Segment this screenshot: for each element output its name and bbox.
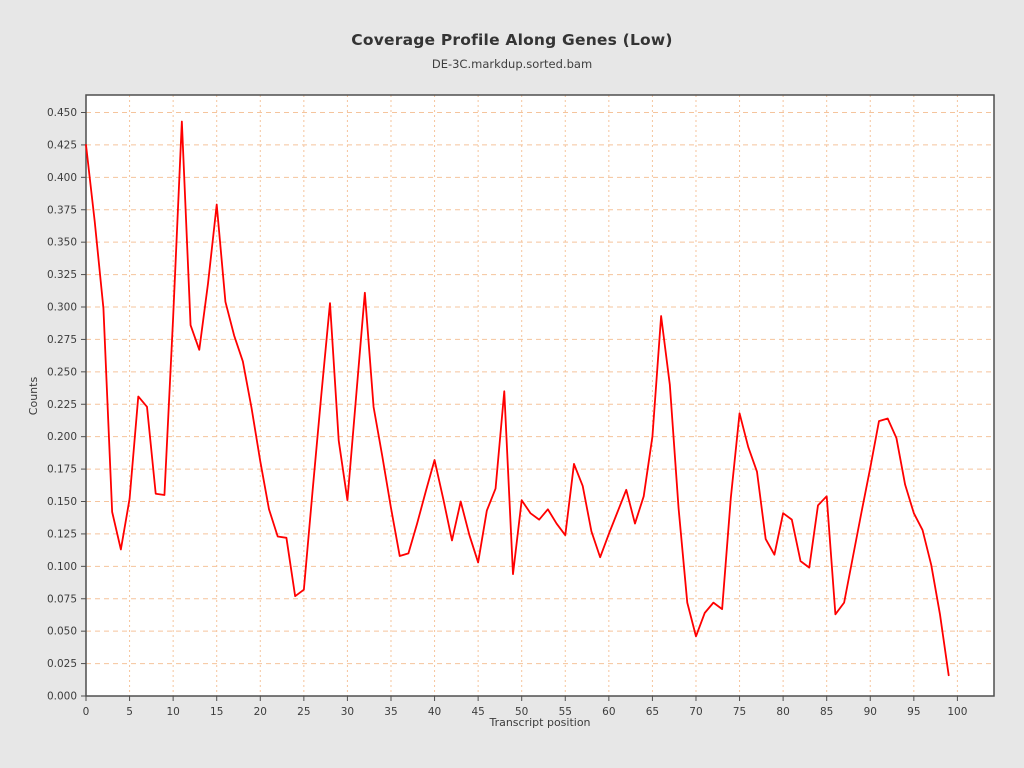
plot-border	[85, 94, 995, 697]
x-tick-label: 15	[210, 706, 223, 718]
x-tick-label: 50	[515, 706, 528, 718]
x-tick-label: 45	[471, 706, 484, 718]
x-tick-label: 100	[947, 706, 967, 718]
chart-subtitle: DE-3C.markdup.sorted.bam	[431, 57, 593, 71]
y-tick-label: 0.250	[47, 366, 77, 378]
y-tick-label: 0.125	[47, 528, 77, 540]
x-tick-label: 75	[733, 706, 746, 718]
y-tick-label: 0.450	[47, 107, 77, 119]
x-tick-label: 25	[297, 706, 310, 718]
x-tick-label: 10	[166, 706, 179, 718]
x-tick-label: 55	[559, 706, 572, 718]
plot-background	[86, 95, 994, 696]
x-tick-label: 95	[907, 706, 920, 718]
x-tick-label: 5	[126, 706, 133, 718]
y-tick-label: 0.400	[47, 172, 77, 184]
y-tick-label: 0.225	[47, 399, 77, 411]
y-tick-label: 0.075	[47, 593, 77, 605]
x-tick-label: 65	[646, 706, 659, 718]
y-tick-label: 0.350	[47, 237, 77, 249]
x-tick-label: 20	[254, 706, 267, 718]
y-tick-label: 0.100	[47, 561, 77, 573]
y-tick-label: 0.275	[47, 334, 77, 346]
y-tick-label: 0.375	[47, 204, 77, 216]
y-tick-label: 0.050	[47, 626, 77, 638]
y-tick-label: 0.425	[47, 139, 77, 151]
y-tick-label: 0.025	[47, 658, 77, 670]
x-axis-title: Transcript position	[489, 716, 591, 729]
x-tick-label: 85	[820, 706, 833, 718]
x-tick-label: 90	[864, 706, 877, 718]
y-tick-label: 0.150	[47, 496, 77, 508]
y-tick-label: 0.200	[47, 431, 77, 443]
x-tick-label: 60	[602, 706, 615, 718]
chart-title: Coverage Profile Along Genes (Low)	[351, 31, 673, 49]
x-tick-label: 80	[776, 706, 789, 718]
x-tick-label: 70	[689, 706, 702, 718]
y-tick-label: 0.300	[47, 302, 77, 314]
coverage-line	[85, 120, 950, 677]
y-tick-label: 0.000	[47, 691, 77, 703]
x-tick-label: 35	[384, 706, 397, 718]
y-tick-label: 0.175	[47, 464, 77, 476]
y-tick-label: 0.325	[47, 269, 77, 281]
x-tick-label: 0	[83, 706, 90, 718]
x-tick-label: 40	[428, 706, 441, 718]
x-tick-label: 30	[341, 706, 354, 718]
